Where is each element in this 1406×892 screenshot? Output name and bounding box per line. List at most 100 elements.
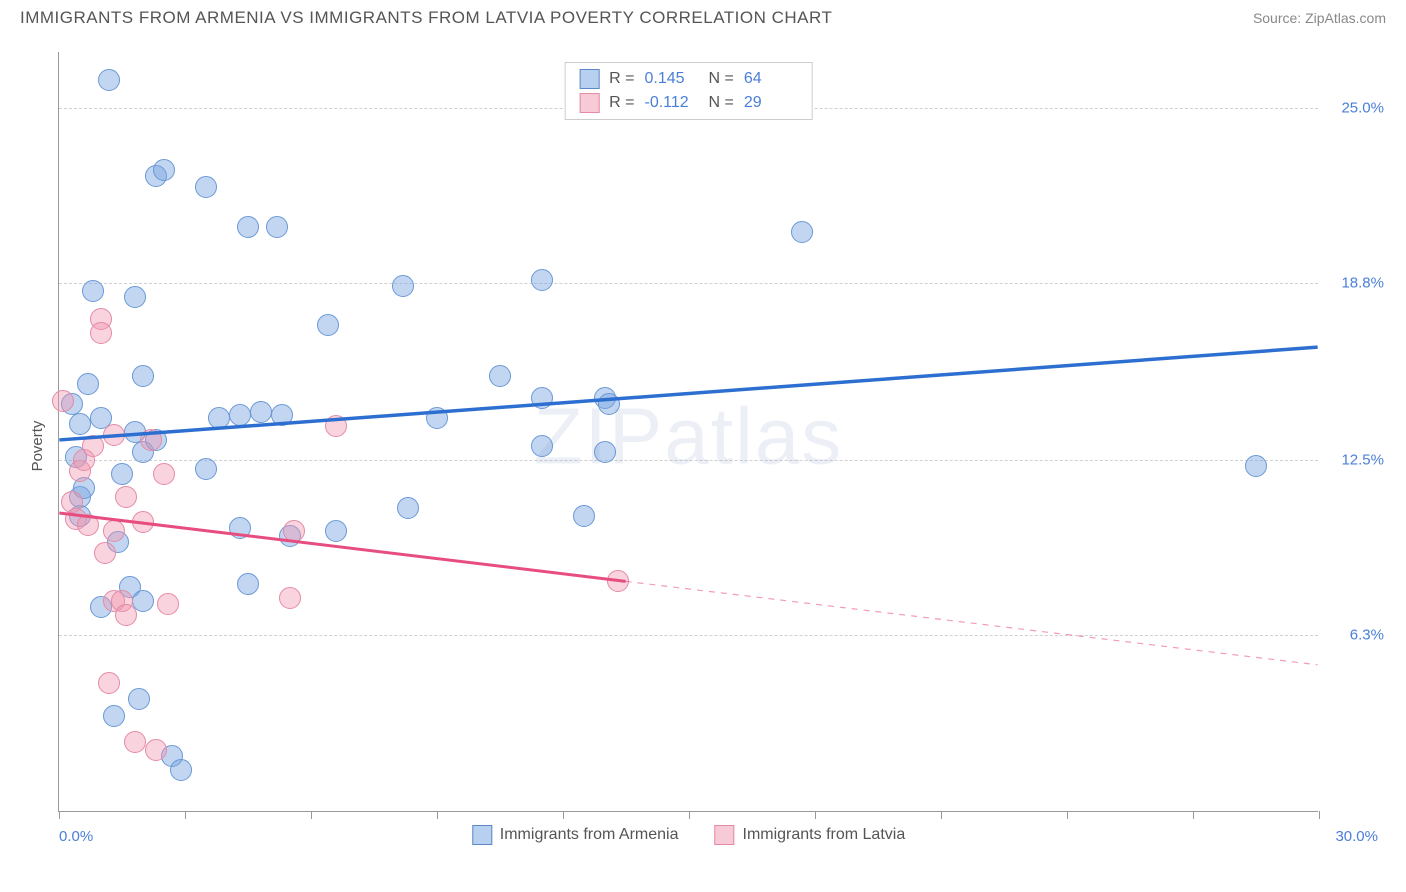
x-axis-tick (815, 811, 816, 819)
scatter-point (573, 505, 595, 527)
scatter-point (98, 672, 120, 694)
scatter-point (594, 441, 616, 463)
stat-r-label: R = (609, 91, 634, 115)
scatter-point (325, 520, 347, 542)
y-axis-tick-label: 25.0% (1341, 100, 1384, 117)
scatter-point (69, 413, 91, 435)
scatter-point (397, 497, 419, 519)
scatter-point (607, 570, 629, 592)
x-axis-tick (59, 811, 60, 819)
x-axis-tick (1193, 811, 1194, 819)
scatter-point (531, 435, 553, 457)
scatter-point (153, 463, 175, 485)
scatter-point (229, 404, 251, 426)
scatter-point (279, 587, 301, 609)
scatter-point (237, 216, 259, 238)
stat-n-label: N = (709, 67, 734, 91)
scatter-point (229, 517, 251, 539)
legend-item: Immigrants from Latvia (715, 825, 906, 845)
y-axis-tick-label: 6.3% (1350, 626, 1384, 643)
scatter-point (124, 286, 146, 308)
scatter-point (598, 393, 620, 415)
scatter-point (1245, 455, 1267, 477)
scatter-point (103, 520, 125, 542)
scatter-point (531, 387, 553, 409)
watermark: ZIPatlas (534, 390, 843, 482)
scatter-point (317, 314, 339, 336)
stat-r-label: R = (609, 67, 634, 91)
x-axis-tick (1319, 811, 1320, 819)
x-axis-tick (563, 811, 564, 819)
gridline-h (59, 460, 1318, 461)
gridline-h (59, 635, 1318, 636)
scatter-point (325, 415, 347, 437)
stat-r-value: -0.112 (645, 91, 699, 115)
scatter-point (132, 511, 154, 533)
scatter-point (426, 407, 448, 429)
x-axis-tick (941, 811, 942, 819)
legend-label: Immigrants from Latvia (743, 826, 906, 844)
gridline-h (59, 283, 1318, 284)
series-legend-bottom: Immigrants from Armenia Immigrants from L… (472, 825, 905, 845)
scatter-point (153, 159, 175, 181)
scatter-point (170, 759, 192, 781)
legend-label: Immigrants from Armenia (500, 826, 679, 844)
scatter-point (132, 365, 154, 387)
y-axis-tick-label: 12.5% (1341, 452, 1384, 469)
x-axis-tick (689, 811, 690, 819)
scatter-point (489, 365, 511, 387)
legend-swatch (579, 93, 599, 113)
scatter-point (145, 739, 167, 761)
scatter-point (237, 573, 259, 595)
x-axis-tick (1067, 811, 1068, 819)
scatter-point (140, 429, 162, 451)
scatter-point (98, 69, 120, 91)
chart-header: IMMIGRANTS FROM ARMENIA VS IMMIGRANTS FR… (0, 0, 1406, 32)
y-axis-tick-label: 18.8% (1341, 274, 1384, 291)
x-axis-tick (437, 811, 438, 819)
scatter-point (82, 280, 104, 302)
chart-title: IMMIGRANTS FROM ARMENIA VS IMMIGRANTS FR… (20, 8, 832, 28)
scatter-point (250, 401, 272, 423)
scatter-point (271, 404, 293, 426)
x-axis-label-min: 0.0% (59, 828, 93, 845)
scatter-point (208, 407, 230, 429)
y-axis-label: Poverty (29, 421, 46, 472)
scatter-point (103, 705, 125, 727)
stats-legend-box: R =0.145N =64R =-0.112N =29 (564, 62, 813, 120)
trendline (59, 347, 1317, 440)
scatter-point (531, 269, 553, 291)
scatter-point (283, 520, 305, 542)
scatter-point (111, 463, 133, 485)
scatter-point (195, 458, 217, 480)
legend-swatch (579, 69, 599, 89)
chart-container: Poverty ZIPatlas R =0.145N =64R =-0.112N… (20, 40, 1386, 852)
scatter-point (128, 688, 150, 710)
x-axis-label-max: 30.0% (1335, 828, 1378, 845)
stat-n-label: N = (709, 91, 734, 115)
stat-r-value: 0.145 (645, 67, 699, 91)
scatter-point (157, 593, 179, 615)
legend-swatch (472, 825, 492, 845)
stat-n-value: 29 (744, 91, 798, 115)
x-axis-tick (185, 811, 186, 819)
scatter-point (103, 424, 125, 446)
scatter-point (392, 275, 414, 297)
scatter-point (115, 486, 137, 508)
scatter-point (124, 731, 146, 753)
scatter-point (52, 390, 74, 412)
stats-row: R =0.145N =64 (579, 67, 798, 91)
scatter-point (266, 216, 288, 238)
chart-source: Source: ZipAtlas.com (1253, 10, 1386, 26)
scatter-point (77, 373, 99, 395)
plot-area: ZIPatlas R =0.145N =64R =-0.112N =29 0.0… (58, 52, 1318, 812)
legend-swatch (715, 825, 735, 845)
scatter-point (115, 604, 137, 626)
scatter-point (77, 514, 99, 536)
scatter-point (90, 322, 112, 344)
scatter-point (195, 176, 217, 198)
scatter-point (791, 221, 813, 243)
scatter-point (94, 542, 116, 564)
x-axis-tick (311, 811, 312, 819)
scatter-point (82, 435, 104, 457)
